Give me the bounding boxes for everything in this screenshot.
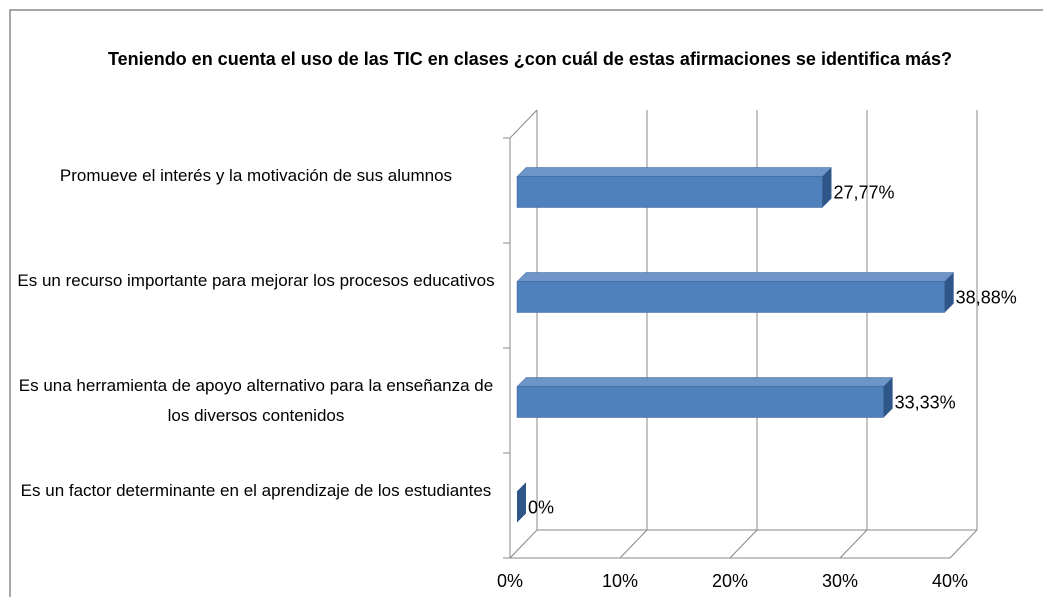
x-tick-label: 20% (712, 571, 748, 591)
floor-grid-line (509, 529, 538, 559)
floor-grid-line (839, 529, 868, 559)
x-tick-label: 10% (602, 571, 638, 591)
bar-side (883, 377, 893, 418)
x-tick-label: 40% (932, 571, 968, 591)
data-label: 0% (528, 497, 554, 517)
bar (516, 176, 823, 208)
floor-grid-line (949, 529, 978, 559)
y-tick-label: Promueve el interés y la motivación de s… (59, 165, 453, 185)
y-tick-label: Es un factor determinante en el aprendiz… (20, 480, 492, 500)
chart-border (9, 9, 1043, 597)
bar-top (516, 272, 955, 282)
bar-top (516, 377, 894, 387)
x-tick-label: 30% (822, 571, 858, 591)
bar-side (517, 482, 526, 523)
y-tick-label: Es una herramienta de apoyo alternativo … (18, 375, 494, 425)
floor-grid-line (619, 529, 648, 559)
data-label: 38,88% (956, 287, 1017, 307)
data-label: 27,77% (833, 182, 894, 202)
bar (516, 386, 884, 418)
bar-top (516, 167, 833, 177)
chart-title: Teniendo en cuenta el uso de las TIC en … (108, 49, 952, 69)
data-label: 33,33% (895, 392, 956, 412)
bar-side (944, 272, 954, 313)
x-tick-label: 0% (497, 571, 523, 591)
bar-side (822, 167, 832, 208)
floor-grid-line (729, 529, 758, 559)
bar (516, 281, 945, 313)
y-tick-label: Es un recurso importante para mejorar lo… (17, 270, 495, 290)
axis-line (509, 109, 538, 139)
